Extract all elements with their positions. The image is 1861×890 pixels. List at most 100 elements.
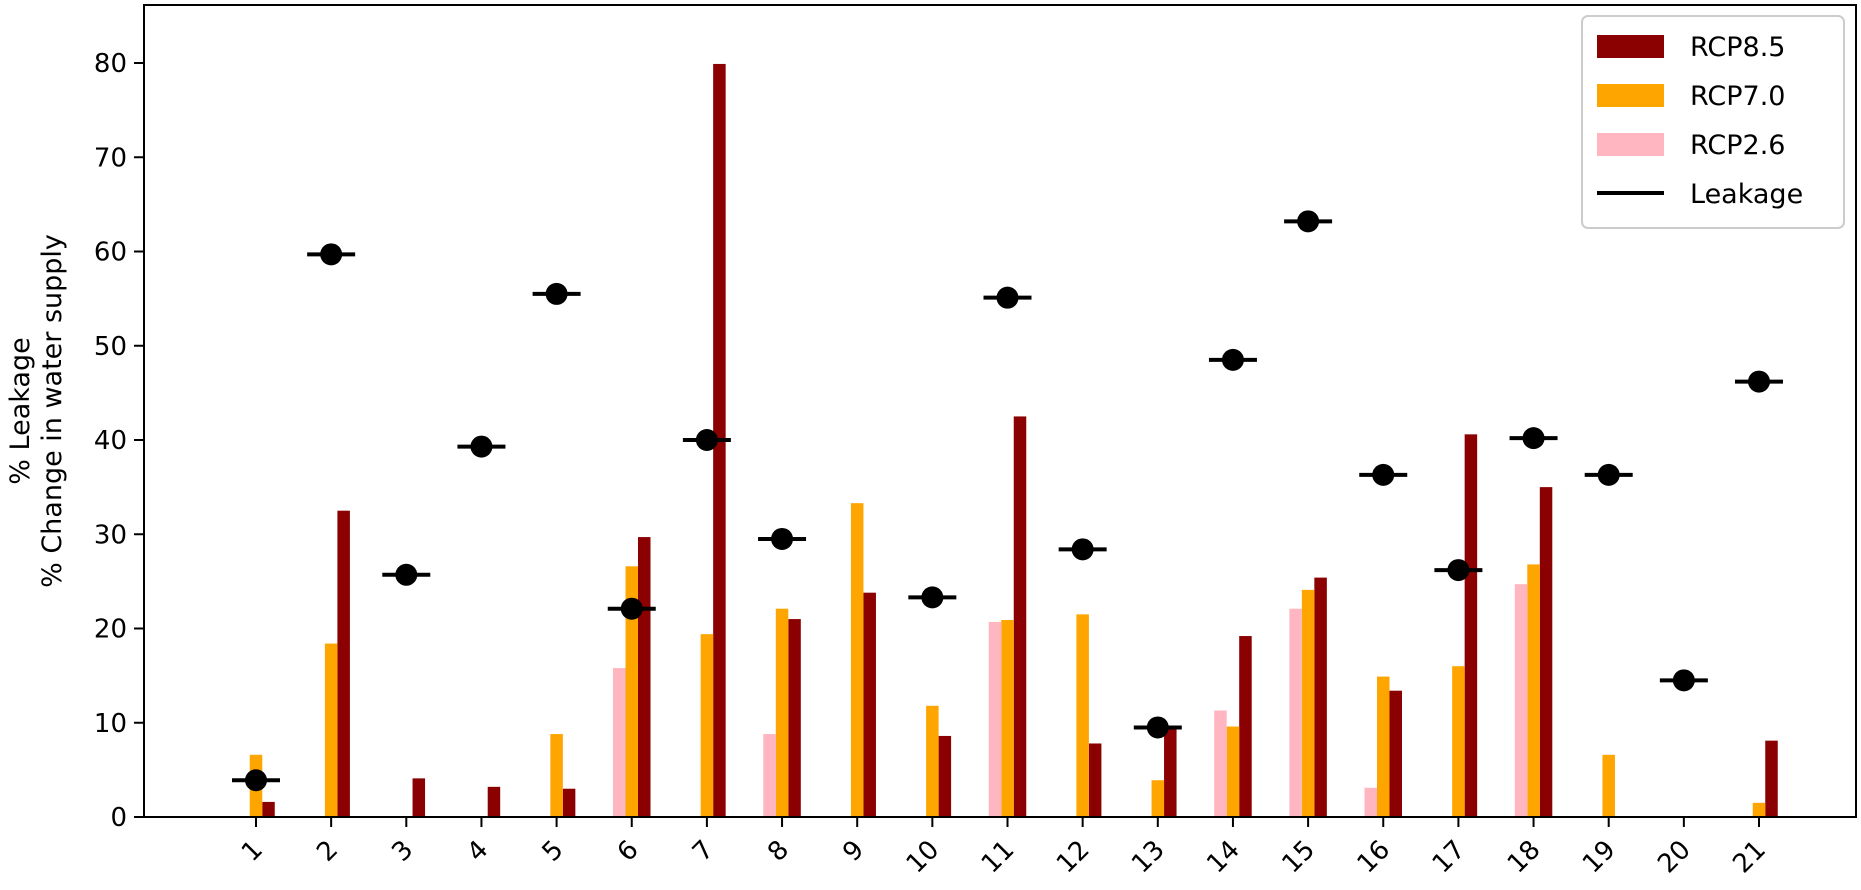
bar-rcp7-0	[1452, 666, 1465, 817]
x-tick-label: 11	[976, 835, 1021, 880]
x-tick-label: 5	[537, 835, 570, 868]
bar-rcp8-5	[1464, 434, 1478, 817]
y-tick-label: 70	[94, 143, 127, 173]
bar-rcp2-6	[988, 621, 1002, 817]
bar-rcp8-5	[788, 619, 801, 817]
bar-rcp7-0	[1527, 564, 1540, 817]
x-tick-label: 19	[1577, 835, 1622, 880]
bar-rcp7-0	[1076, 614, 1089, 817]
bar-rcp8-5	[863, 592, 876, 817]
bar-rcp8-5	[1314, 577, 1327, 817]
legend-label: RCP2.6	[1690, 130, 1786, 161]
bar-rcp8-5	[1164, 726, 1177, 817]
leakage-point	[1522, 427, 1545, 450]
leakage-point	[1071, 538, 1094, 561]
bar-rcp7-0	[550, 734, 563, 817]
bar-rcp7-0	[625, 566, 638, 817]
leakage-point	[320, 243, 343, 266]
x-tick-label: 9	[837, 835, 870, 868]
x-tick-label: 15	[1276, 835, 1321, 880]
legend: RCP8.5 RCP7.0 RCP2.6 Leakage	[1581, 15, 1845, 229]
y-tick-label: 0	[110, 803, 127, 833]
bar-rcp7-0	[1301, 589, 1315, 817]
bar-rcp7-0	[1226, 726, 1240, 817]
bar-rcp8-5	[638, 537, 651, 817]
leakage-point	[1597, 463, 1620, 486]
leakage-point	[1372, 463, 1395, 486]
legend-label: Leakage	[1690, 179, 1803, 210]
leakage-point	[545, 282, 568, 305]
leakage-point	[395, 563, 418, 586]
bar-rcp7-0	[1001, 620, 1014, 817]
x-tick-label: 2	[311, 835, 344, 868]
bar-rcp7-0	[926, 705, 939, 817]
leakage-point	[921, 586, 944, 609]
leakage-point	[245, 769, 267, 792]
x-tick-label: 6	[612, 835, 645, 868]
x-tick-label: 14	[1201, 835, 1246, 880]
y-axis-label: % Leakage % Change in water supply	[5, 234, 68, 588]
leakage-point	[1221, 348, 1244, 371]
x-tick-label: 7	[687, 835, 720, 868]
bar-rcp2-6	[613, 668, 626, 817]
y-tick-label: 80	[94, 49, 127, 79]
leakage-point	[620, 597, 643, 620]
legend-swatch-rcp2-6	[1597, 133, 1664, 156]
bar-rcp7-0	[850, 503, 864, 817]
bar-rcp7-0	[1752, 802, 1766, 817]
y-axis-label-line-2: % Change in water supply	[37, 234, 68, 588]
bar-rcp8-5	[562, 788, 576, 817]
bar-rcp8-5	[487, 786, 501, 817]
plot-frame	[143, 4, 1857, 818]
x-tick-label: 13	[1126, 835, 1171, 880]
y-tick-label: 10	[94, 709, 127, 739]
x-tick-label: 16	[1352, 835, 1397, 880]
bar-rcp2-6	[1514, 584, 1528, 817]
leakage-point	[996, 286, 1019, 309]
legend-box	[1581, 15, 1845, 229]
leakage-point	[771, 527, 794, 550]
legend-label: RCP8.5	[1690, 32, 1786, 63]
legend-label: RCP7.0	[1690, 81, 1786, 112]
x-tick-label: 1	[236, 835, 269, 868]
bar-rcp8-5	[1013, 416, 1027, 817]
bar-rcp7-0	[700, 634, 714, 817]
leakage-point	[1748, 370, 1770, 393]
bar-rcp8-5	[1389, 690, 1402, 817]
legend-swatch-rcp7-0	[1597, 84, 1664, 107]
x-tick-label: 18	[1502, 835, 1547, 880]
leakage-point	[470, 435, 493, 458]
bar-rcp2-6	[1289, 608, 1302, 817]
bar-rcp7-0	[1602, 754, 1615, 817]
bar-rcp7-0	[324, 643, 338, 817]
bar-rcp7-0	[1377, 676, 1390, 817]
leakage-point	[695, 429, 718, 451]
leakage-point	[1146, 716, 1169, 739]
bar-rcp2-6	[1214, 710, 1227, 817]
bar-rcp8-5	[337, 510, 350, 817]
bar-rcp8-5	[1765, 740, 1778, 817]
bar-rcp2-6	[1364, 787, 1377, 817]
bar-rcp8-5	[412, 778, 426, 817]
x-tick-label: 20	[1652, 835, 1697, 880]
y-axis-label-line-1: % Leakage	[5, 337, 36, 484]
y-tick-label: 30	[94, 520, 127, 550]
x-tick-label: 3	[386, 835, 419, 868]
x-tick-label: 12	[1051, 835, 1096, 880]
bar-rcp7-0	[1151, 780, 1165, 817]
bar-rcp8-5	[1539, 487, 1553, 817]
y-tick-label: 50	[94, 332, 127, 362]
bar-rcp2-6	[763, 734, 776, 817]
x-tick-label: 21	[1727, 835, 1772, 880]
x-tick-label: 4	[461, 835, 494, 868]
leakage-point	[1672, 669, 1695, 692]
bar-rcp8-5	[938, 735, 952, 817]
y-tick-label: 20	[94, 615, 127, 645]
y-tick-label: 60	[94, 238, 127, 268]
x-tick-label: 10	[901, 835, 946, 880]
y-tick-label: 40	[94, 426, 127, 456]
legend-swatch-rcp8-5	[1597, 35, 1664, 58]
bar-rcp8-5	[262, 801, 275, 817]
